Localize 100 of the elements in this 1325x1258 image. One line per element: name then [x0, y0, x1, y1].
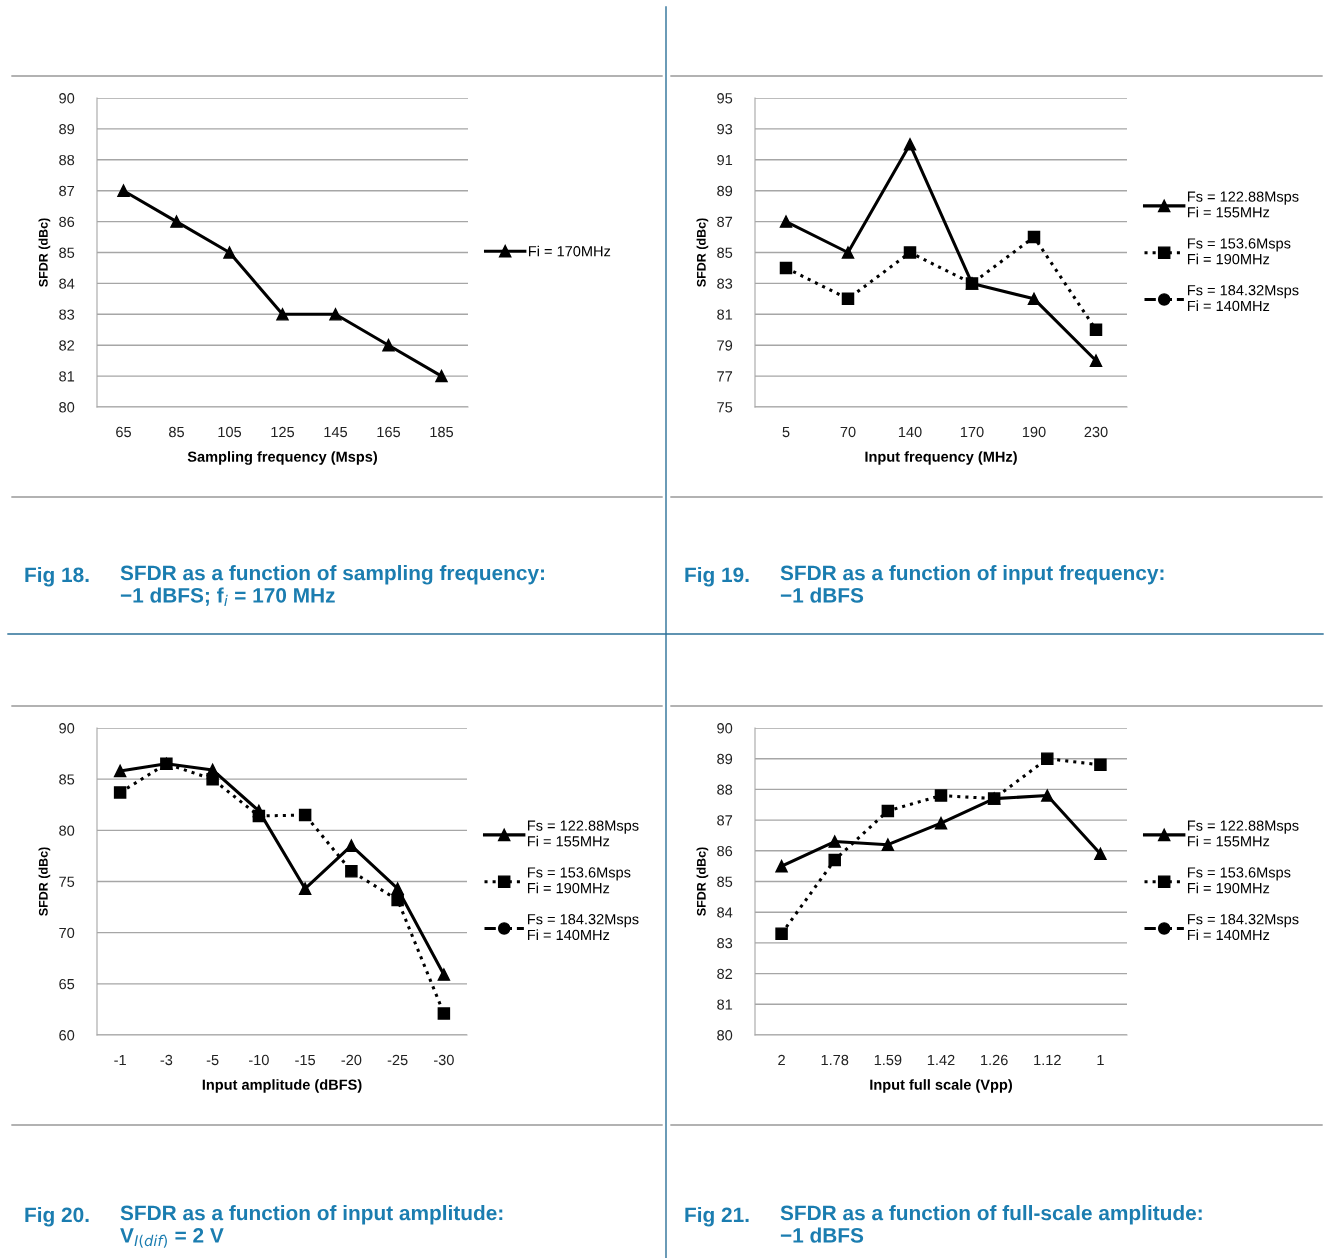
y-tick-label: 83: [59, 309, 75, 320]
point: [206, 772, 219, 786]
point: [903, 138, 917, 151]
y-tick-label: 85: [59, 247, 75, 258]
x-tick-label: 125: [271, 426, 295, 438]
point: [779, 261, 793, 275]
legend-label: Fs = 153.6Msps Fi = 190MHz: [1187, 238, 1291, 265]
point: [841, 246, 855, 259]
x-tick-label: 1.26: [981, 1054, 1008, 1066]
legend-label: Fs = 184.32Msps Fi = 140MHz: [1187, 914, 1299, 941]
y-tick-label: 65: [59, 978, 75, 990]
point: [779, 215, 793, 228]
y-tick-label: 91: [717, 154, 733, 166]
text: SFDR as a function of full-scale amplitude: −1 dBFS: [780, 1205, 1202, 1243]
x-tick-label: 65: [116, 426, 131, 438]
point: [881, 838, 895, 851]
x-tick-label: -15: [295, 1054, 316, 1066]
x-axis-title: Sampling frequency (Msps): [187, 451, 377, 465]
point: [828, 853, 841, 867]
text: Fig 19.: [685, 566, 749, 587]
point: [841, 292, 855, 306]
point: [1041, 789, 1054, 802]
y-tick-label: 83: [717, 278, 733, 289]
y-tick-label: 85: [59, 774, 75, 785]
x-tick-label: -10: [248, 1054, 269, 1066]
x-axis-title: Input full scale (Vpp): [870, 1079, 1012, 1093]
point: [903, 246, 917, 259]
y-axis-title: SFDR (dBc): [38, 218, 51, 287]
legend-label: Fi = 170MHz: [528, 245, 611, 257]
x-tick-label: 70: [840, 426, 856, 438]
x-tick-label: -30: [433, 1054, 454, 1066]
point: [391, 882, 404, 895]
point: [934, 816, 948, 830]
y-tick-label: 82: [59, 340, 75, 351]
y-tick-label: 84: [717, 907, 733, 918]
point: [382, 338, 395, 352]
point: [1089, 354, 1103, 367]
y-tick-label: 83: [717, 938, 733, 949]
point: [437, 1007, 451, 1020]
point: [1089, 323, 1103, 337]
x-tick-label: 2: [778, 1054, 785, 1066]
y-tick-label: 84: [59, 278, 75, 289]
point: [298, 808, 312, 822]
point: [1027, 292, 1041, 306]
y-tick-label: 87: [717, 815, 733, 826]
legend-label: Fs = 122.88Msps Fi = 155MHz: [527, 820, 639, 847]
text: Fig 20.: [25, 1206, 89, 1227]
point: [1094, 758, 1107, 772]
x-tick-label: 145: [324, 426, 348, 438]
x-tick-label: 1.78: [821, 1054, 849, 1066]
x-tick-label: -5: [206, 1054, 219, 1066]
point: [223, 246, 236, 259]
text: Fig 18.: [25, 566, 89, 587]
point: [775, 859, 788, 873]
y-tick-label: 77: [717, 371, 733, 382]
y-tick-label: 90: [59, 93, 75, 104]
y-tick-label: 75: [59, 876, 75, 887]
y-tick-label: 82: [717, 968, 733, 980]
x-tick-label: 165: [377, 426, 401, 438]
y-tick-label: 80: [717, 1030, 733, 1041]
legend-label: Fs = 153.6Msps Fi = 190MHz: [527, 867, 631, 894]
point: [252, 809, 266, 823]
y-tick-label: 75: [717, 402, 733, 413]
y-tick-label: 85: [717, 247, 733, 258]
y-tick-label: 81: [717, 309, 733, 320]
y-tick-label: 89: [717, 753, 733, 765]
y-tick-label: 70: [59, 927, 75, 939]
y-tick-label: 85: [717, 876, 733, 887]
x-tick-label: 1: [1097, 1054, 1104, 1066]
point: [934, 789, 948, 802]
x-tick-label: 5: [782, 426, 790, 438]
x-tick-label: -20: [341, 1054, 362, 1066]
y-tick-label: 87: [59, 185, 75, 197]
x-tick-label: 85: [169, 426, 184, 438]
point: [113, 786, 127, 799]
x-tick-label: 185: [430, 426, 454, 438]
point: [298, 882, 312, 895]
y-tick-label: 80: [59, 402, 75, 413]
y-tick-label: 79: [717, 340, 733, 351]
y-tick-label: 86: [59, 216, 75, 228]
y-tick-label: 86: [717, 845, 733, 857]
y-tick-label: 93: [717, 124, 733, 135]
point: [345, 865, 358, 878]
text: SFDR as a function of input frequency: −1 dBFS: [780, 565, 1164, 603]
y-tick-label: 81: [59, 371, 75, 382]
x-tick-label: 230: [1084, 426, 1108, 438]
point: [775, 927, 788, 940]
point: [391, 893, 404, 907]
y-axis-title: SFDR (dBc): [38, 847, 51, 916]
y-tick-label: 89: [717, 185, 733, 197]
point: [1041, 752, 1054, 765]
point: [113, 764, 127, 778]
point: [881, 804, 895, 818]
x-axis-title: Input amplitude (dBFS): [202, 1079, 362, 1093]
point: [276, 308, 289, 321]
point: [1027, 230, 1041, 244]
x-tick-label: 190: [1022, 426, 1046, 438]
x-tick-label: 1.42: [927, 1054, 955, 1066]
x-tick-label: -1: [114, 1054, 126, 1066]
point: [437, 968, 451, 981]
